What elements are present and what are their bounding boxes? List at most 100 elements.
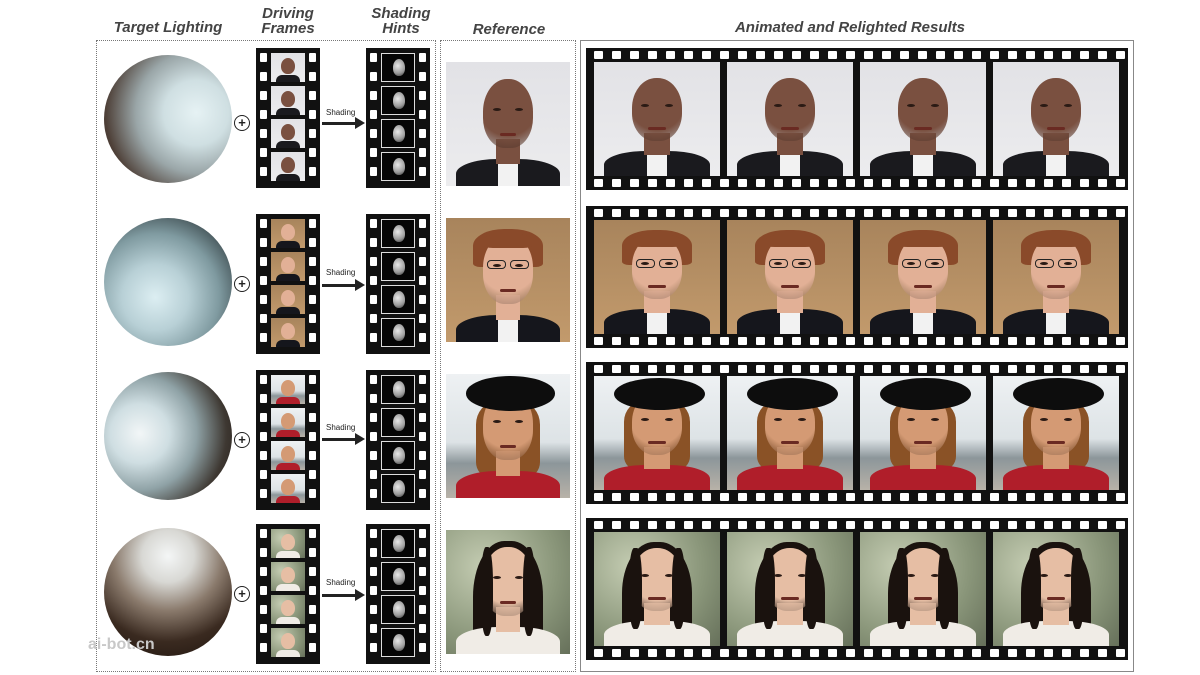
results-strip-2-hole-t-2	[630, 209, 639, 217]
results-strip-2-hole-b-9	[756, 337, 765, 345]
driving-strip-4-hole-r-4	[309, 605, 316, 614]
results-strip-1-hole-t-12	[810, 51, 819, 59]
results-strip-2-hole-b-17	[900, 337, 909, 345]
results-strip-4-hole-b-12	[810, 649, 819, 657]
results-strip-4-hole-b-24	[1026, 649, 1035, 657]
driving-strip-3-frame-0-face	[281, 380, 295, 396]
driving-strip-3-frame-3-body	[276, 496, 300, 503]
reference-image-1-collar	[498, 158, 518, 186]
arrow-label-1: Shading	[326, 108, 356, 117]
results-strip-1-hole-t-13	[828, 51, 837, 59]
results-strip-1-hole-t-29	[1116, 51, 1125, 59]
results-strip-3-hole-t-2	[630, 365, 639, 373]
results-strip-2-hole-t-28	[1098, 209, 1107, 217]
results-strip-3-hole-b-10	[774, 493, 783, 501]
watermark-text: ai-bot.cn	[88, 636, 155, 653]
driving-strip-2-frame-2	[271, 285, 305, 314]
results-strip-2-hole-t-21	[972, 209, 981, 217]
driving-strip-1-hole-l-5	[260, 148, 267, 157]
results-strip-1-hole-b-11	[792, 179, 801, 187]
driving-strip-2-frame-1-face	[281, 257, 295, 273]
results-strip-3-hole-t-19	[936, 365, 945, 373]
results-strip-4-hole-b-4	[666, 649, 675, 657]
results-strip-4-hole-b-25	[1044, 649, 1053, 657]
results-strip-4-hole-t-14	[846, 521, 855, 529]
results-strip-2-hole-b-20	[954, 337, 963, 345]
reference-image-1-head	[483, 79, 533, 148]
header-shading-hints: Shading Hints	[362, 6, 440, 36]
driving-strip-2-hole-r-2	[309, 257, 316, 266]
results-strip-4-hole-b-11	[792, 649, 801, 657]
results-strip-1-hole-t-27	[1080, 51, 1089, 59]
results-strip-4-hole-b-15	[864, 649, 873, 657]
results-strip-1-hole-t-5	[684, 51, 693, 59]
results-strip-2-frame-3-glasses-right	[1058, 258, 1078, 268]
results-strip-2-frame-2-mouth	[914, 284, 932, 288]
shading-strip-4-frame-0-mesh	[393, 535, 405, 552]
results-strip-2-frame-2	[860, 220, 986, 334]
results-strip-3-hole-t-24	[1026, 365, 1035, 373]
results-strip-2-frame-2-glasses-right	[925, 258, 945, 268]
results-strip-4-hole-t-6	[702, 521, 711, 529]
driving-strip-3-hole-l-0	[260, 375, 267, 384]
results-strip-1-frame-2-mouth	[914, 126, 932, 130]
driving-strip-1-frame-1-face	[281, 91, 295, 107]
driving-strip-3-hole-l-1	[260, 394, 267, 403]
results-strip-1-hole-t-20	[954, 51, 963, 59]
driving-strip-1-hole-l-6	[260, 167, 267, 176]
results-strip-1-hole-b-23	[1008, 179, 1017, 187]
results-strip-3-hole-b-8	[738, 493, 747, 501]
results-strip-1-frame-0-head	[631, 77, 683, 141]
results-strip-2-hole-b-22	[990, 337, 999, 345]
results-strip-3-hole-t-6	[702, 365, 711, 373]
shading-strip-1-frame-0-mesh	[393, 59, 405, 76]
shading-strip-2-frame-2	[381, 285, 415, 314]
shading-strip-2-hole-r-5	[419, 314, 426, 323]
shading-strip-4-frame-2-mesh	[393, 601, 405, 618]
results-strip-4-hole-t-5	[684, 521, 693, 529]
results-strip-1-frame-1-head	[764, 77, 816, 141]
driving-strip-4-hole-l-4	[260, 605, 267, 614]
shading-strip-3-frame-3-mesh	[393, 480, 405, 497]
shading-strip-4-hole-l-3	[370, 586, 377, 595]
shading-strip-2	[366, 214, 430, 354]
results-strip-4-hole-t-25	[1044, 521, 1053, 529]
header-results: Animated and Relighted Results	[734, 19, 966, 36]
results-strip-3-hole-t-25	[1044, 365, 1053, 373]
results-strip-3-frame-1-mouth	[781, 440, 799, 444]
results-strip-4-hole-t-8	[738, 521, 747, 529]
results-strip-3-hole-t-9	[756, 365, 765, 373]
results-strip-1-hole-t-0	[594, 51, 603, 59]
driving-strip-2-frame-1	[271, 252, 305, 281]
results-strip-1-frame-1-collar	[779, 150, 801, 176]
results-strip-2-hole-t-13	[828, 209, 837, 217]
reference-image-2-eyes	[492, 264, 524, 267]
results-strip-4-frame-0-mouth	[648, 596, 666, 600]
results-strip-2-frame-3-mouth	[1047, 284, 1065, 288]
shading-strip-2-hole-l-0	[370, 219, 377, 228]
results-strip-2-frame-1-fringe	[764, 233, 816, 248]
shading-strip-3-frame-3	[381, 474, 415, 503]
results-strip-1-frame-0	[594, 62, 720, 176]
shading-strip-3-hole-l-1	[370, 394, 377, 403]
results-strip-4-hole-t-11	[792, 521, 801, 529]
shading-strip-3-hole-r-4	[419, 451, 426, 460]
shading-strip-4-hole-l-2	[370, 567, 377, 576]
results-strip-1-hole-t-11	[792, 51, 801, 59]
shading-strip-1-hole-l-5	[370, 148, 377, 157]
driving-strip-3-frame-2	[271, 441, 305, 470]
results-strip-1-hole-t-21	[972, 51, 981, 59]
shading-strip-2-hole-l-2	[370, 257, 377, 266]
results-strip-3-hole-t-16	[882, 365, 891, 373]
results-strip-3-hole-t-27	[1080, 365, 1089, 373]
driving-strip-2-frame-0-face	[281, 224, 295, 240]
results-strip-2-hole-b-7	[720, 337, 729, 345]
shading-strip-3-frame-1	[381, 408, 415, 437]
results-strip-3-hole-b-9	[756, 493, 765, 501]
results-strip-2-hole-t-3	[648, 209, 657, 217]
driving-strip-1-frame-0-body	[276, 75, 300, 82]
results-strip-3-hole-b-19	[936, 493, 945, 501]
shading-strip-1-frame-2-mesh	[393, 125, 405, 142]
driving-strip-2-hole-l-3	[260, 276, 267, 285]
shading-strip-3-hole-r-1	[419, 394, 426, 403]
